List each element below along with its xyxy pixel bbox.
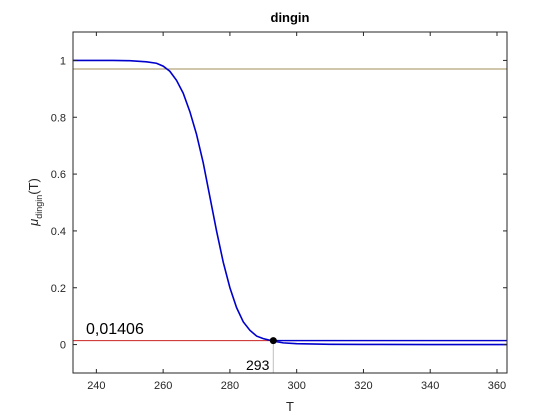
y-tick-label: 0 — [60, 340, 66, 352]
y-tick-label: 0.2 — [51, 283, 66, 295]
y-axis-label: μdingin(T) — [26, 178, 44, 227]
membership-curve — [73, 59, 508, 346]
x-tick-label: 240 — [87, 380, 105, 392]
annotation-x-value: 293 — [246, 357, 270, 373]
y-axis-label-subscript: dingin — [34, 195, 44, 219]
x-tick-label: 300 — [287, 380, 305, 392]
y-axis-label-symbol: μ — [26, 219, 41, 227]
x-tick-label: 360 — [488, 380, 506, 392]
x-tick-label: 320 — [354, 380, 372, 392]
y-tick-label: 1 — [60, 55, 66, 67]
plot-area — [73, 32, 507, 373]
chart-title: dingin — [271, 10, 310, 25]
series-lines — [73, 59, 508, 346]
plot-frame — [72, 31, 508, 374]
y-tick-label: 0.6 — [51, 169, 66, 181]
marker-layer — [269, 337, 277, 345]
annotation-y-value: 0,01406 — [86, 321, 144, 338]
x-tick-label: 340 — [421, 380, 439, 392]
x-tick-label: 280 — [221, 380, 239, 392]
x-tick-label: 260 — [154, 380, 172, 392]
y-tick-label: 0.4 — [51, 226, 66, 238]
y-axis-ticks: 0 0.2 0.4 0.6 0.8 1 — [51, 55, 507, 352]
intersection-marker — [269, 337, 277, 345]
y-tick-label: 0.8 — [51, 112, 66, 124]
y-axis-label-suffix: (T) — [26, 178, 41, 195]
x-axis-ticks: 240 260 280 300 320 340 360 — [87, 32, 506, 392]
x-axis-label: T — [286, 399, 294, 414]
